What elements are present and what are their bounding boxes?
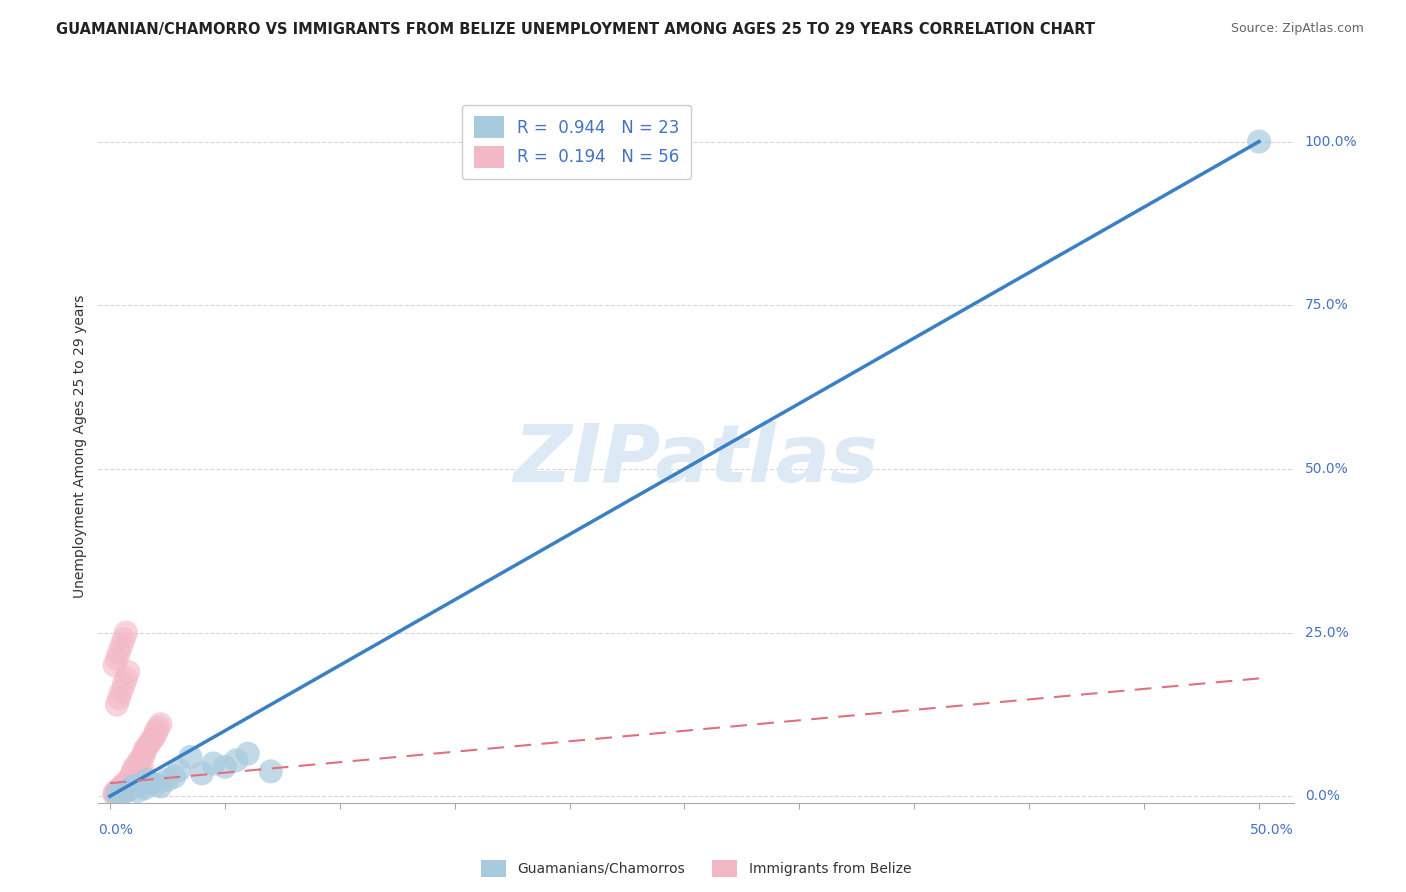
Text: Source: ZipAtlas.com: Source: ZipAtlas.com	[1230, 22, 1364, 36]
Point	[134, 747, 156, 761]
Point	[108, 645, 131, 659]
Point	[148, 721, 170, 735]
Point	[122, 780, 145, 794]
Point	[112, 780, 135, 794]
Point	[112, 781, 135, 796]
Point	[1247, 135, 1270, 149]
Point	[115, 672, 138, 686]
Point	[110, 786, 132, 800]
Point	[128, 753, 150, 767]
Point	[134, 743, 156, 757]
Point	[103, 658, 125, 673]
Point	[135, 740, 157, 755]
Point	[163, 770, 186, 784]
Point	[167, 763, 190, 777]
Point	[122, 766, 145, 780]
Point	[117, 772, 139, 787]
Point	[127, 756, 149, 771]
Text: 25.0%: 25.0%	[1305, 625, 1348, 640]
Point	[110, 781, 132, 796]
Point	[124, 768, 146, 782]
Point	[260, 764, 283, 779]
Text: GUAMANIAN/CHAMORRO VS IMMIGRANTS FROM BELIZE UNEMPLOYMENT AMONG AGES 25 TO 29 YE: GUAMANIAN/CHAMORRO VS IMMIGRANTS FROM BE…	[56, 22, 1095, 37]
Point	[110, 780, 132, 794]
Point	[117, 782, 139, 797]
Point	[214, 760, 236, 774]
Point	[135, 772, 157, 787]
Point	[145, 723, 167, 738]
Point	[156, 772, 179, 787]
Point	[236, 747, 259, 761]
Point	[149, 717, 172, 731]
Point	[115, 625, 138, 640]
Point	[131, 750, 153, 764]
Point	[112, 678, 135, 692]
Point	[110, 783, 132, 797]
Point	[145, 727, 167, 741]
Legend: Guamanians/Chamorros, Immigrants from Belize: Guamanians/Chamorros, Immigrants from Be…	[474, 853, 918, 884]
Point	[117, 776, 139, 790]
Point	[124, 760, 146, 774]
Point	[149, 780, 172, 794]
Point	[105, 787, 128, 801]
Point	[108, 691, 131, 706]
Point	[105, 787, 128, 801]
Point	[128, 763, 150, 777]
Point	[103, 786, 125, 800]
Point	[108, 784, 131, 798]
Text: 100.0%: 100.0%	[1305, 135, 1357, 149]
Point	[105, 698, 128, 712]
Point	[122, 771, 145, 785]
Point	[122, 763, 145, 777]
Point	[112, 632, 135, 647]
Point	[141, 733, 163, 747]
Point	[225, 753, 247, 767]
Text: 50.0%: 50.0%	[1250, 823, 1294, 837]
Point	[112, 777, 135, 791]
Point	[142, 731, 165, 745]
Text: 0.0%: 0.0%	[1305, 789, 1340, 804]
Point	[110, 684, 132, 698]
Point	[191, 766, 214, 780]
Point	[103, 788, 125, 802]
Point	[202, 756, 225, 771]
Point	[110, 639, 132, 653]
Point	[115, 784, 138, 798]
Point	[179, 750, 201, 764]
Text: 0.0%: 0.0%	[98, 823, 134, 837]
Point	[105, 784, 128, 798]
Point	[110, 782, 132, 797]
Y-axis label: Unemployment Among Ages 25 to 29 years: Unemployment Among Ages 25 to 29 years	[73, 294, 87, 598]
Point	[108, 782, 131, 797]
Text: 75.0%: 75.0%	[1305, 298, 1348, 312]
Point	[115, 779, 138, 793]
Point	[117, 665, 139, 679]
Text: 50.0%: 50.0%	[1305, 462, 1348, 476]
Point	[117, 775, 139, 789]
Point	[127, 765, 149, 780]
Point	[138, 737, 160, 751]
Point	[105, 652, 128, 666]
Point	[115, 778, 138, 792]
Point	[131, 760, 153, 774]
Point	[128, 777, 150, 791]
Point	[141, 776, 163, 790]
Point	[145, 777, 167, 791]
Point	[115, 784, 138, 798]
Text: ZIPatlas: ZIPatlas	[513, 421, 879, 500]
Point	[120, 773, 142, 788]
Point	[108, 785, 131, 799]
Point	[134, 781, 156, 796]
Point	[105, 786, 128, 800]
Point	[120, 770, 142, 784]
Point	[127, 784, 149, 798]
